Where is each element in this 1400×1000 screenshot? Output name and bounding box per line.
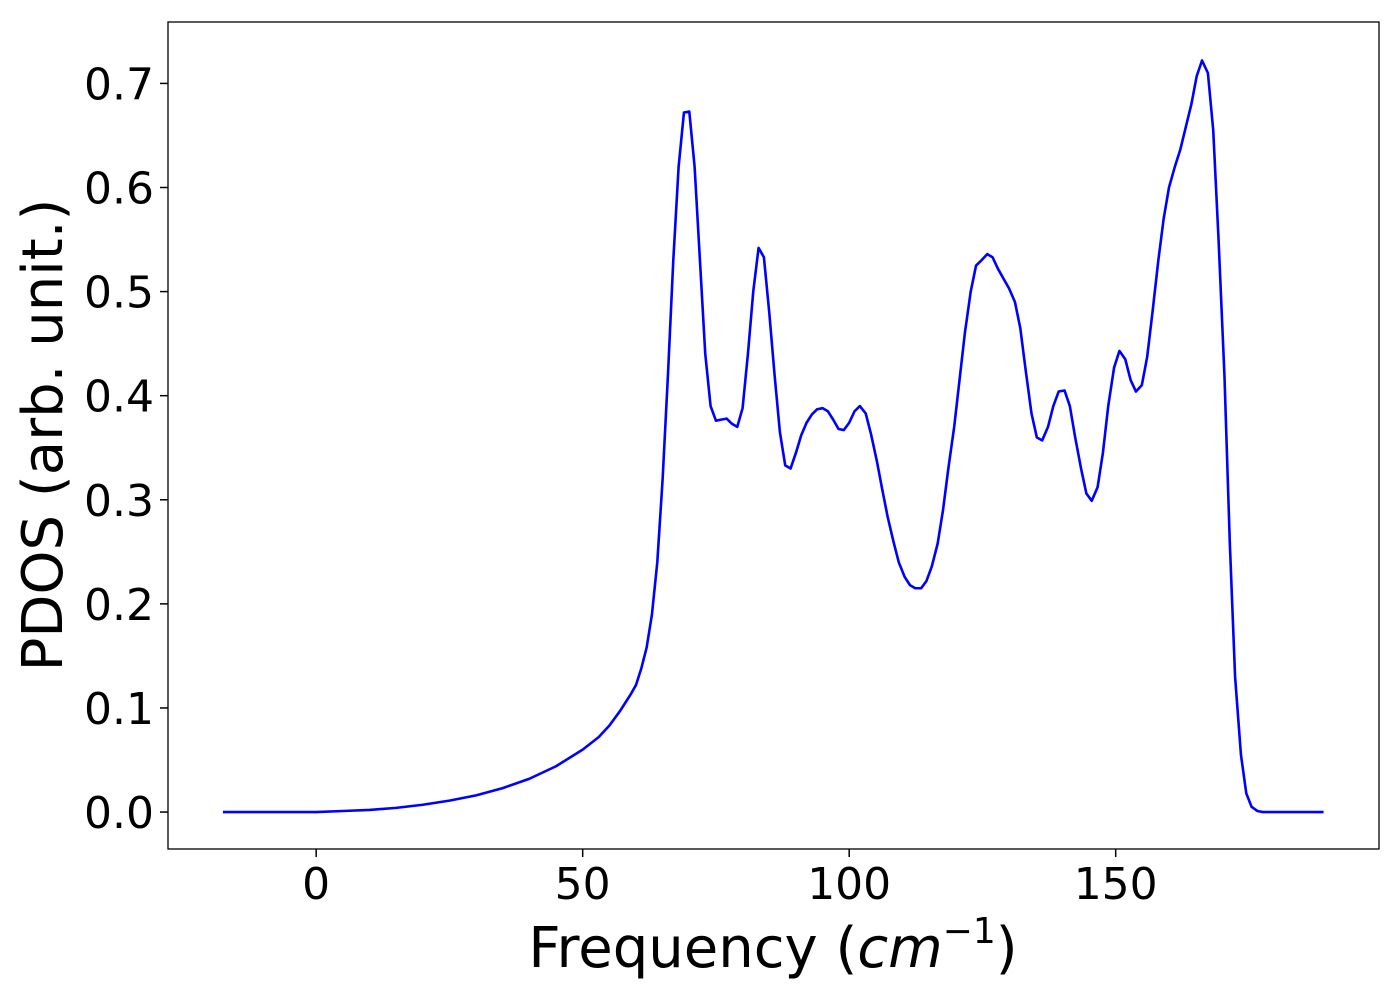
x-axis-label: Frequency (cm−1) bbox=[528, 911, 1017, 981]
y-tick-label: 0.2 bbox=[84, 580, 154, 631]
x-tick-label: 50 bbox=[555, 859, 611, 910]
y-tick-label: 0.6 bbox=[84, 164, 154, 215]
line-series bbox=[222, 59, 1324, 814]
plot-frame bbox=[167, 21, 1380, 850]
y-tick-label: 0.5 bbox=[84, 268, 154, 319]
y-axis-label: PDOS (arb. unit.) bbox=[11, 199, 76, 672]
x-tick-label: 100 bbox=[807, 859, 891, 910]
x-tick-label: 150 bbox=[1074, 859, 1158, 910]
y-tick-label: 0.4 bbox=[84, 372, 154, 423]
y-tick-label: 0.7 bbox=[84, 59, 154, 110]
y-tick-label: 0.3 bbox=[84, 476, 154, 527]
y-tick-label: 0.0 bbox=[84, 788, 154, 839]
x-tick-label: 0 bbox=[302, 859, 330, 910]
y-tick-label: 0.1 bbox=[84, 684, 154, 735]
